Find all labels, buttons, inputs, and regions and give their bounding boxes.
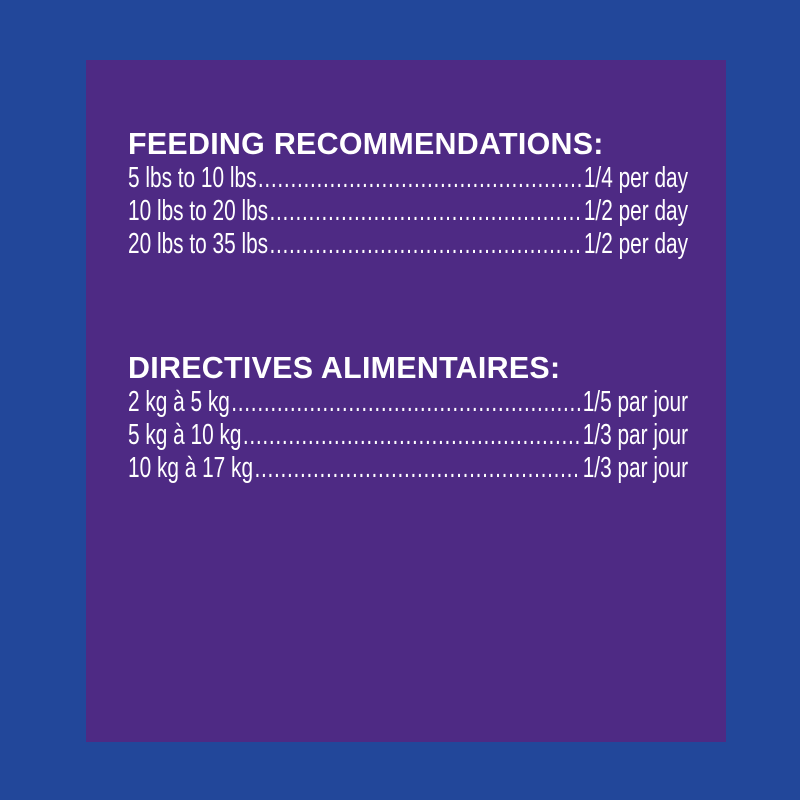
weight-range: 10 kg à 17 kg (128, 452, 254, 484)
weight-range: 20 lbs to 35 lbs (128, 228, 269, 260)
directives-alimentaires-section: DIRECTIVES ALIMENTAIRES: 2 kg à 5 kg 1/5 … (128, 350, 688, 485)
amount: 1/3 par jour (582, 452, 689, 484)
feeding-recommendations-section: FEEDING RECOMMENDATIONS: 5 lbs to 10 lbs… (128, 126, 688, 261)
amount: 1/5 par jour (582, 386, 689, 418)
dot-leader (254, 452, 581, 485)
feeding-row: 2 kg à 5 kg 1/5 par jour (128, 386, 688, 419)
amount: 1/2 per day (583, 228, 689, 260)
feeding-row: 5 kg à 10 kg 1/3 par jour (128, 419, 688, 452)
weight-range: 5 lbs to 10 lbs (128, 162, 257, 194)
weight-range: 5 kg à 10 kg (128, 419, 242, 451)
feeding-row: 10 kg à 17 kg 1/3 par jour (128, 452, 688, 485)
section-title: FEEDING RECOMMENDATIONS: (128, 126, 604, 161)
amount: 1/3 par jour (582, 419, 689, 451)
feeding-row: 10 lbs to 20 lbs 1/2 per day (128, 195, 688, 228)
dot-leader (270, 228, 583, 261)
weight-range: 10 lbs to 20 lbs (128, 195, 269, 227)
dot-leader (270, 195, 583, 228)
feeding-row: 5 lbs to 10 lbs 1/4 per day (128, 162, 688, 195)
amount: 1/4 per day (583, 162, 689, 194)
weight-range: 2 kg à 5 kg (128, 386, 230, 418)
dot-leader (243, 419, 581, 452)
section-title: DIRECTIVES ALIMENTAIRES: (128, 350, 561, 385)
amount: 1/2 per day (583, 195, 689, 227)
dot-leader (231, 386, 581, 419)
dot-leader (258, 162, 582, 195)
feeding-panel: FEEDING RECOMMENDATIONS: 5 lbs to 10 lbs… (86, 60, 726, 742)
feeding-row: 20 lbs to 35 lbs 1/2 per day (128, 228, 688, 261)
